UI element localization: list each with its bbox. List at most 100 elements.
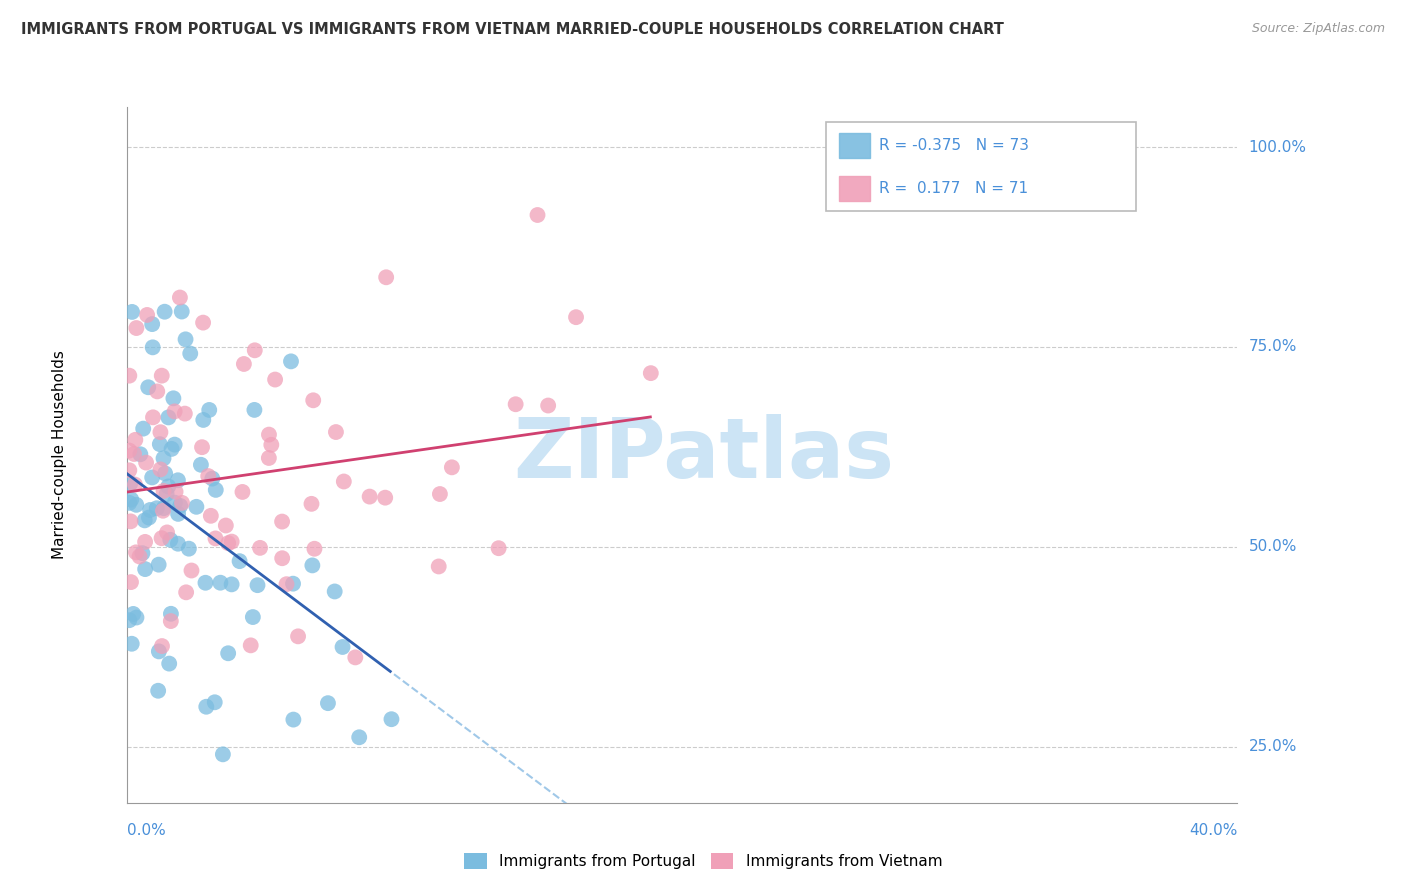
Point — [246, 578, 269, 592]
Point — [148, 558, 170, 572]
Point — [122, 607, 145, 621]
Point — [283, 713, 305, 727]
Point — [153, 467, 176, 481]
Point — [174, 585, 197, 599]
Point — [163, 404, 186, 418]
Point — [152, 501, 174, 516]
Point — [125, 321, 148, 335]
Point — [124, 477, 146, 491]
Point — [194, 575, 217, 590]
Point — [145, 501, 167, 516]
Text: Married-couple Households: Married-couple Households — [52, 351, 67, 559]
Point — [170, 496, 193, 510]
Point — [179, 346, 201, 360]
Point — [242, 610, 264, 624]
Point — [167, 537, 190, 551]
Text: 40.0%: 40.0% — [1189, 822, 1237, 838]
Point — [217, 646, 239, 660]
Point — [146, 683, 169, 698]
Point — [169, 499, 191, 513]
Point — [271, 551, 294, 566]
Point — [167, 507, 190, 521]
Text: Source: ZipAtlas.com: Source: ZipAtlas.com — [1251, 22, 1385, 36]
Point — [301, 558, 323, 573]
Point — [232, 357, 254, 371]
Point — [136, 308, 159, 322]
Point — [427, 559, 450, 574]
Point — [173, 407, 195, 421]
Point — [128, 549, 150, 564]
Point — [160, 442, 183, 456]
Point — [191, 316, 214, 330]
Point — [163, 496, 186, 510]
Text: 100.0%: 100.0% — [1249, 139, 1306, 154]
Point — [132, 422, 155, 436]
Point — [120, 575, 142, 590]
Point — [200, 508, 222, 523]
Text: R = -0.375   N = 73: R = -0.375 N = 73 — [879, 138, 1029, 153]
Point — [139, 503, 162, 517]
Point — [174, 332, 197, 346]
Point — [124, 433, 146, 447]
Point — [121, 305, 143, 319]
Point — [146, 384, 169, 399]
Point — [170, 304, 193, 318]
Point — [526, 208, 548, 222]
Point — [118, 463, 141, 477]
Point — [163, 437, 186, 451]
Point — [156, 525, 179, 540]
Point — [134, 534, 156, 549]
Point — [325, 425, 347, 439]
Point — [221, 577, 243, 591]
Point — [122, 447, 145, 461]
Point — [135, 456, 157, 470]
Point — [198, 403, 221, 417]
Point — [333, 475, 356, 489]
Point — [134, 562, 156, 576]
Point — [149, 462, 172, 476]
Point — [332, 640, 354, 654]
Point — [152, 451, 174, 466]
Point — [165, 484, 187, 499]
Point — [129, 447, 152, 461]
Point — [157, 657, 180, 671]
Point — [243, 343, 266, 358]
Point — [375, 270, 398, 285]
Point — [249, 541, 271, 555]
Point — [217, 536, 239, 550]
Point — [149, 437, 172, 451]
Point — [488, 541, 510, 556]
Point — [152, 504, 174, 518]
Text: ZIPatlas: ZIPatlas — [513, 415, 894, 495]
Point — [134, 513, 156, 527]
Point — [215, 518, 238, 533]
Point — [150, 368, 173, 383]
Text: R =  0.177   N = 71: R = 0.177 N = 71 — [879, 181, 1028, 195]
Point — [160, 607, 183, 621]
Point — [118, 443, 141, 458]
Point — [193, 413, 215, 427]
Text: 75.0%: 75.0% — [1249, 340, 1296, 354]
Point — [281, 576, 304, 591]
Point — [565, 310, 588, 325]
Point — [125, 498, 148, 512]
Point — [257, 450, 280, 465]
Point — [212, 747, 235, 762]
Point — [136, 380, 159, 394]
Point — [280, 354, 302, 368]
Text: 25.0%: 25.0% — [1249, 739, 1296, 755]
Point — [537, 399, 560, 413]
Point — [190, 458, 212, 472]
FancyBboxPatch shape — [827, 122, 1136, 211]
Point — [141, 470, 163, 484]
Point — [120, 476, 142, 491]
Point — [316, 696, 339, 710]
Point — [191, 440, 214, 454]
Point — [157, 479, 180, 493]
Point — [152, 483, 174, 498]
Point — [149, 425, 172, 440]
Point — [359, 490, 381, 504]
Point — [138, 510, 160, 524]
Point — [231, 485, 253, 500]
Point — [150, 639, 173, 653]
